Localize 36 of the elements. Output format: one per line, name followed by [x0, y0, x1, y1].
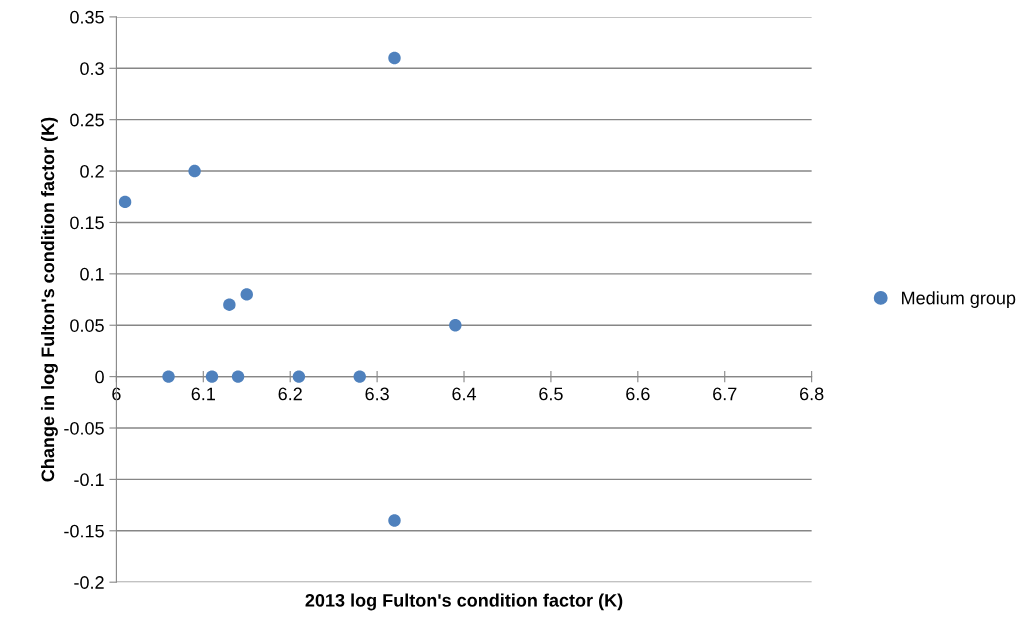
- point: [188, 164, 201, 178]
- x-axis-title: 2013 log Fulton's condition factor (K): [305, 593, 623, 611]
- y-tick-label: -0.15: [64, 524, 104, 538]
- point: [223, 298, 236, 311]
- y-tick-label: -0.1: [74, 473, 104, 487]
- point: [118, 195, 132, 209]
- point: [353, 370, 366, 383]
- y-tick-label: 0.05: [70, 319, 104, 332]
- y-tick-label: 0: [95, 370, 104, 384]
- x-tick-label: 6: [112, 387, 121, 401]
- y-tick-label: 0.15: [70, 216, 104, 230]
- x-tick-label: 6.2: [278, 387, 302, 401]
- y-tick-label: 0.1: [80, 267, 104, 281]
- point: [388, 51, 401, 65]
- point: [449, 319, 462, 332]
- point: [292, 370, 306, 383]
- x-tick-label: 6.4: [452, 387, 477, 401]
- x-tick-label: 6.7: [713, 387, 737, 401]
- y-tick-label: -0.2: [74, 576, 104, 589]
- y-tick-label: 0.25: [70, 113, 104, 127]
- x-tick-label: 6.5: [539, 387, 563, 401]
- y-tick-label: -0.05: [64, 421, 104, 435]
- x-tick-label: 6.8: [800, 387, 824, 401]
- legend-label: Medium group: [902, 291, 1016, 308]
- point: [240, 288, 253, 301]
- y-tick-label: 0.3: [80, 62, 104, 76]
- point: [205, 370, 219, 383]
- point: [162, 370, 175, 383]
- x-tick-label: 6.3: [365, 387, 389, 401]
- point: [231, 370, 245, 383]
- y-tick-label: 0.2: [80, 165, 104, 178]
- x-tick-label: 6.1: [191, 387, 215, 401]
- x-tick-label: 6.6: [626, 387, 650, 401]
- y-tick-label: 0.35: [70, 10, 104, 24]
- y-axis-title: Change in log Fulton's condition factor (K): [40, 117, 58, 482]
- point: [388, 514, 401, 527]
